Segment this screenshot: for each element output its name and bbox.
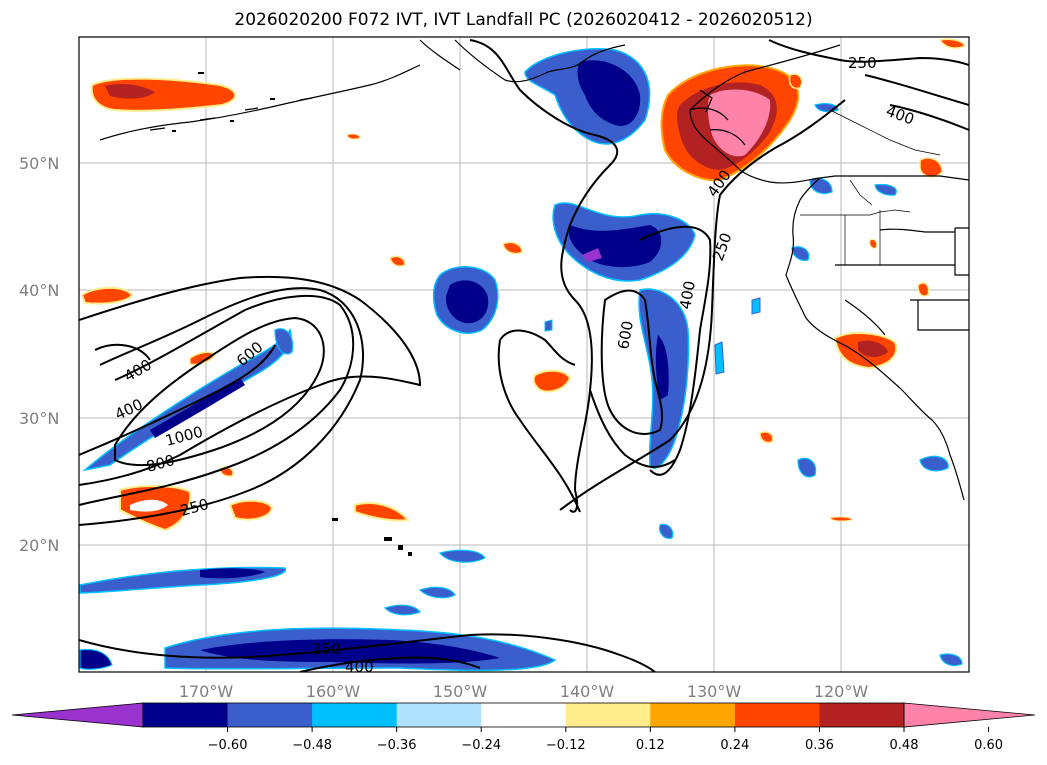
colorbar-frame (142, 702, 905, 728)
colorbar-tick-label: −0.24 (461, 738, 501, 753)
blue-region-small-patches (274, 103, 963, 667)
contour-label-250-ne: 250 (848, 54, 877, 72)
colorbar-tick-label: 0.60 (974, 738, 1003, 753)
lon-label-140w: 140°W (560, 682, 615, 701)
colorbar-tick-label: −0.12 (546, 738, 586, 753)
colorbar-segments (11, 702, 1036, 728)
state-borders (800, 109, 941, 265)
colorbar-extend-max (903, 702, 1036, 728)
lon-label-170w: 170°W (179, 682, 234, 701)
colorbar-tick-label: 0.24 (720, 738, 749, 753)
colorbar-tick-label: 0.12 (636, 738, 665, 753)
colorbar-segment (650, 703, 736, 727)
blue-region-gulf-alaska (524, 47, 651, 145)
positive-pc-regions (80, 38, 967, 532)
lat-label-40n: 40°N (19, 281, 59, 300)
colorbar-tick-label: 0.36 (805, 738, 834, 753)
colorbar-segment (734, 703, 820, 727)
lon-label-150w: 150°W (433, 682, 488, 701)
colorbar-segment (396, 703, 482, 727)
blue-region-west-band (82, 328, 292, 472)
lat-label-50n: 50°N (19, 154, 59, 173)
colorbar-segment (819, 703, 905, 727)
lon-label-130w: 130°W (687, 682, 742, 701)
contour-label-400-south: 400 (345, 658, 374, 676)
latitude-labels: 50°N 40°N 30°N 20°N (19, 154, 59, 555)
colorbar-segment (565, 703, 651, 727)
blue-region-central-blob (432, 266, 499, 334)
colorbar-tick-label: −0.60 (208, 738, 248, 753)
blue-region-south-streaks (79, 549, 486, 670)
warm-region-kamchatka (90, 77, 237, 112)
coastlines (99, 39, 969, 501)
lon-label-160w: 160°W (306, 682, 361, 701)
colorbar: −0.60 −0.48 −0.36 −0.24 −0.12 0.12 0.24 0.36 0.4… (11, 702, 1036, 753)
warm-region-california (833, 332, 898, 370)
colorbar-tick-label: 0.48 (890, 738, 919, 753)
lat-label-20n: 20°N (19, 536, 59, 555)
colorbar-segment (227, 703, 313, 727)
map-frame (78, 36, 970, 673)
contour-label-400-mid: 400 (676, 279, 699, 310)
colorbar-segment (481, 703, 567, 727)
warm-region-pacific-northwest (660, 64, 800, 182)
blue-region-central-tail (638, 288, 690, 469)
warm-region-west-blobs (80, 286, 410, 532)
warm-region-east-small (759, 38, 967, 522)
longitude-labels: 170°W 160°W 150°W 140°W 130°W 120°W (179, 682, 869, 701)
lat-label-30n: 30°N (19, 409, 59, 428)
colorbar-ticks: −0.60 −0.48 −0.36 −0.24 −0.12 0.12 0.24 0.36 0.4… (208, 727, 1003, 753)
map-title: 2026020200 F072 IVT, IVT Landfall PC (20… (234, 10, 813, 30)
colorbar-segment (312, 703, 398, 727)
colorbar-tick-label: −0.48 (292, 738, 332, 753)
colorbar-extend-min (11, 702, 144, 728)
blue-region-mid-pacific (552, 202, 696, 282)
contour-label-250-south: 250 (312, 640, 341, 658)
colorbar-tick-label: −0.36 (377, 738, 417, 753)
negative-pc-regions (79, 47, 963, 672)
islands (172, 72, 412, 556)
warm-region-central-blobs (346, 133, 572, 393)
map-plot-area: 250 400 400 250 400 600 400 600 400 1000… (79, 37, 969, 676)
ivt-contours (79, 39, 969, 672)
contour-label-600-mid: 600 (614, 319, 637, 350)
lon-label-120w: 120°W (814, 682, 869, 701)
colorbar-segment (143, 703, 229, 727)
